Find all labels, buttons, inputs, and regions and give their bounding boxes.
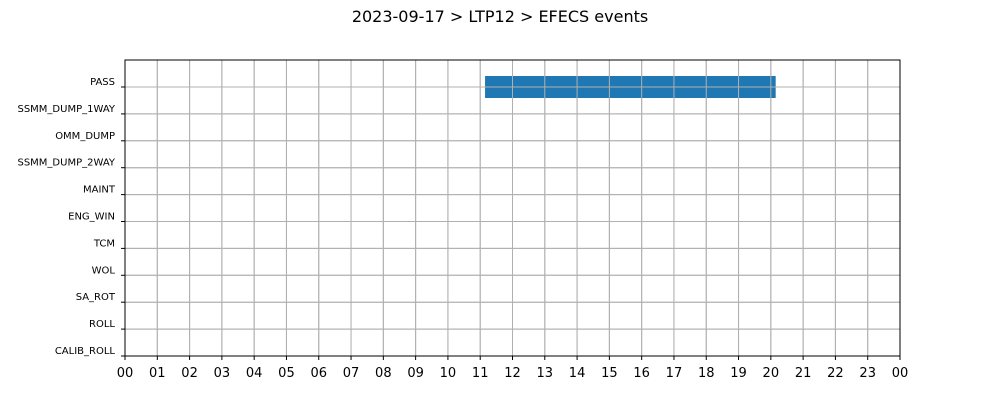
chart-title: 2023-09-17 > LTP12 > EFECS events [352,7,648,26]
y-tick-label: MAINT [83,185,116,196]
x-tick-label: 00 [892,366,909,381]
x-tick-label: 16 [633,366,650,381]
y-tick-label: PASS [90,77,115,88]
x-tick-label: 20 [763,366,780,381]
y-tick-label: ENG_WIN [68,212,115,223]
x-tick-label: 03 [214,366,231,381]
x-tick-label: 19 [730,366,747,381]
x-tick-label: 02 [181,366,198,381]
y-tick-label: OMM_DUMP [55,131,115,142]
x-tick-label: 13 [537,366,554,381]
x-tick-label: 12 [504,366,521,381]
y-tick-label: TCM [93,238,115,249]
x-tick-label: 09 [407,366,424,381]
x-tick-label: 01 [149,366,166,381]
x-tick-label: 06 [310,366,327,381]
x-tick-label: 18 [698,366,715,381]
x-tick-label: 08 [375,366,392,381]
x-tick-label: 10 [440,366,457,381]
x-tick-label: 17 [666,366,683,381]
x-tick-label: 23 [859,366,876,381]
y-axis-ticks: PASS SSMM_DUMP_1WAY OMM_DUMP SSMM_DUMP_2WAY… [17,77,125,357]
x-axis-ticks: 00 01 02 03 04 05 06 07 08 09 10 11 12 13 14 15 16 17 18 19… [117,356,909,381]
y-tick-label: SA_ROT [76,292,116,303]
y-tick-label: CALIB_ROLL [55,346,116,357]
y-tick-label: SSMM_DUMP_2WAY [17,158,115,169]
x-tick-label: 05 [278,366,295,381]
x-tick-label: 00 [117,366,134,381]
x-tick-label: 15 [601,366,618,381]
x-tick-label: 14 [569,366,586,381]
x-tick-label: 07 [343,366,360,381]
x-tick-label: 22 [827,366,844,381]
y-tick-label: SSMM_DUMP_1WAY [17,104,115,115]
event-bars [125,60,900,356]
y-tick-label: ROLL [89,319,115,330]
x-tick-label: 21 [795,366,812,381]
x-tick-label: 11 [472,366,489,381]
y-tick-label: WOL [92,265,116,276]
x-tick-label: 04 [246,366,263,381]
